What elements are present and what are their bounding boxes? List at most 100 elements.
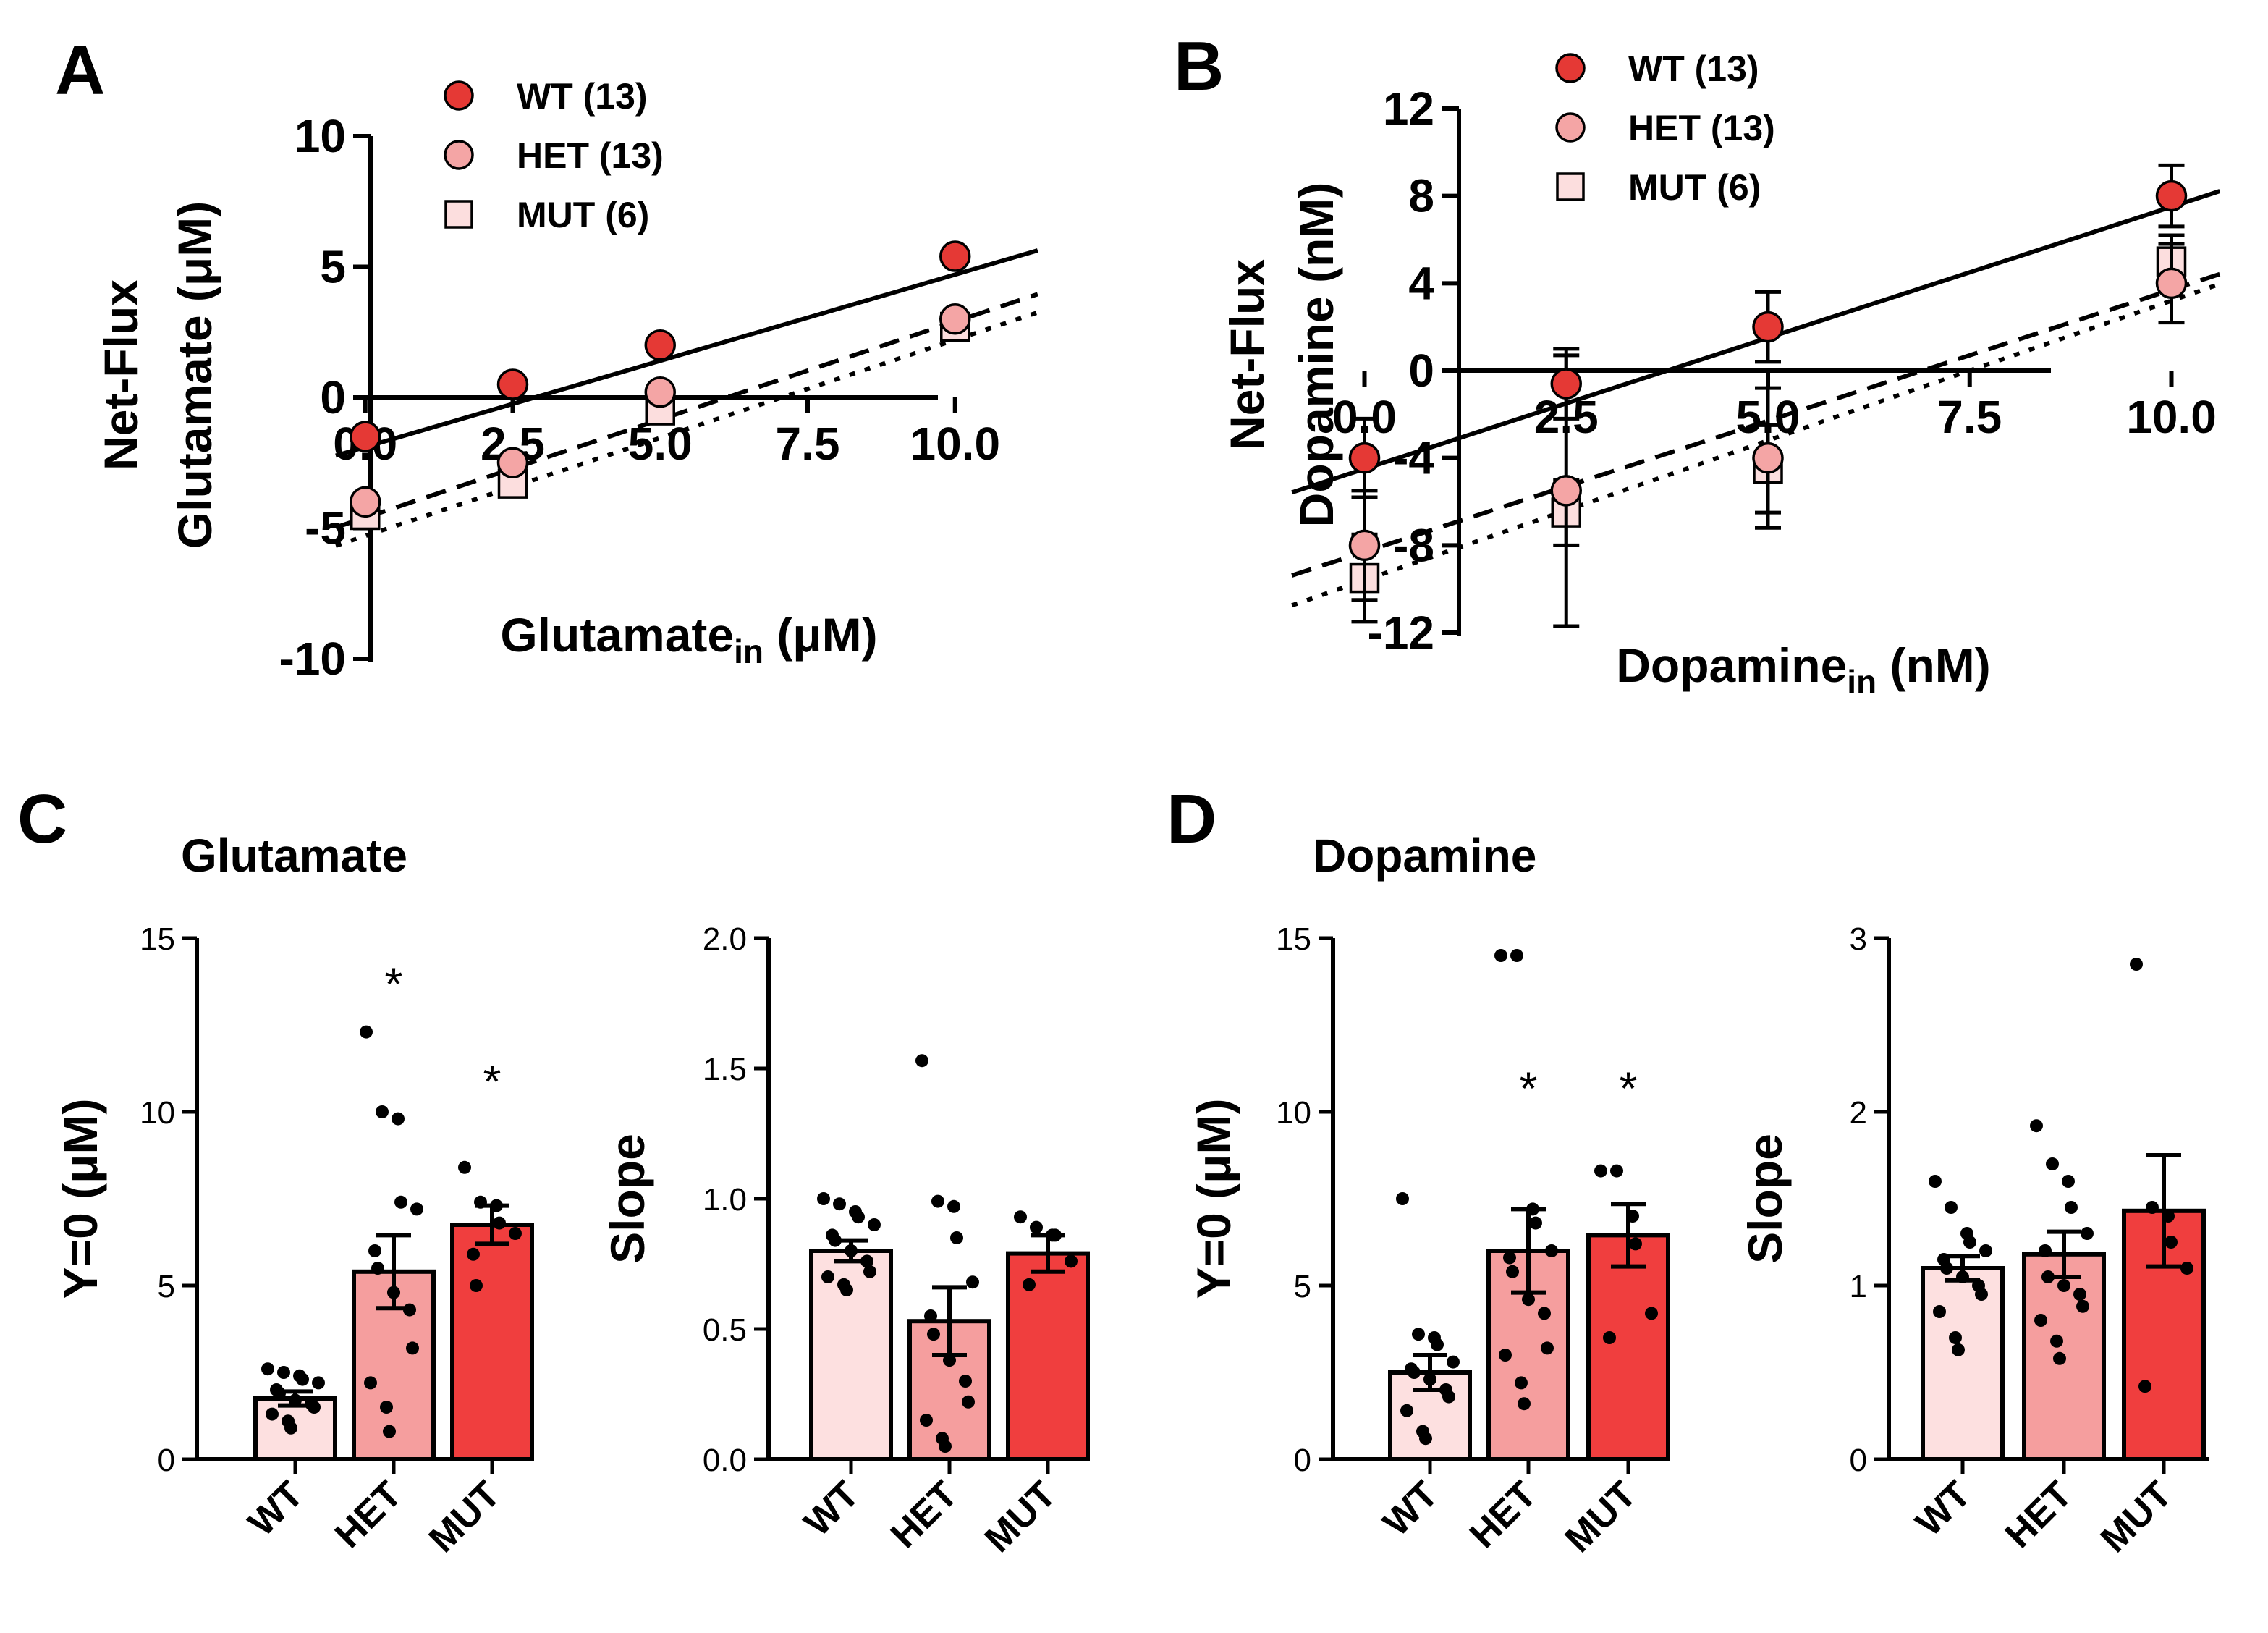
data-point — [1529, 1216, 1542, 1230]
panel-c-intercept: 0 5 10 15 Y=0 (μM) Glutamate WT HET * MUT * — [54, 830, 534, 1561]
data-point — [1603, 1331, 1616, 1344]
y-tick-label: 5 — [158, 1269, 175, 1304]
x-tick-label: WT — [1375, 1473, 1446, 1544]
data-point — [496, 368, 529, 400]
x-tick-label: HET — [1462, 1473, 1545, 1556]
data-point — [368, 1244, 381, 1257]
legend-label: MUT (6) — [1628, 167, 1761, 208]
data-point — [1594, 1164, 1607, 1178]
data-point — [1933, 1305, 1946, 1318]
y-tick-label: -12 — [1368, 607, 1435, 659]
significance-star: * — [1520, 1063, 1538, 1115]
x-tick-label: MUT — [421, 1473, 509, 1561]
data-point — [2046, 1157, 2059, 1170]
y-axis-title-line1: Net-Flux — [94, 279, 148, 471]
data-point — [2138, 1380, 2151, 1393]
data-point — [2165, 1236, 2178, 1249]
data-point — [1499, 1349, 1512, 1362]
data-point — [1538, 1307, 1551, 1320]
data-point — [939, 303, 971, 335]
data-point — [644, 329, 676, 361]
data-point — [868, 1218, 881, 1231]
data-point — [383, 1425, 396, 1438]
y-tick-label: 0 — [158, 1443, 175, 1478]
data-point — [1408, 1366, 1421, 1379]
data-point — [493, 1216, 506, 1230]
bar — [809, 1249, 893, 1461]
data-point — [2062, 1175, 2075, 1188]
data-point — [1419, 1432, 1432, 1446]
bar — [1921, 1266, 2005, 1461]
data-point — [1949, 1331, 1962, 1344]
x-tick-label: 7.5 — [776, 418, 840, 470]
y-tick-label: -10 — [279, 633, 347, 685]
data-point — [821, 1270, 834, 1283]
legend-label: WT (13) — [517, 76, 648, 117]
fit-line — [335, 292, 1038, 530]
chart-title: Glutamate — [181, 830, 407, 882]
data-point — [2073, 1288, 2086, 1301]
data-point — [496, 447, 529, 478]
data-point — [371, 1262, 384, 1275]
data-point — [1396, 1192, 1409, 1205]
data-point — [931, 1194, 944, 1208]
data-point — [406, 1341, 419, 1355]
y-tick-label: 0.0 — [703, 1443, 747, 1478]
data-point — [1629, 1237, 1642, 1251]
data-point — [1442, 1390, 1455, 1404]
data-point — [1945, 1201, 1958, 1214]
legend-label: WT (13) — [1628, 48, 1759, 89]
data-point — [1541, 1341, 1554, 1355]
data-point — [284, 1421, 297, 1435]
data-point — [1518, 1397, 1531, 1411]
data-point — [360, 1025, 373, 1039]
data-point — [1979, 1244, 1992, 1257]
x-tick-label: HET — [1997, 1473, 2081, 1556]
data-point — [1065, 1254, 1078, 1268]
data-point — [2081, 1227, 2094, 1240]
y-tick-label: 2 — [1850, 1095, 1867, 1131]
legend-marker — [444, 200, 473, 229]
y-tick-label: 0 — [1408, 345, 1434, 397]
data-point — [1431, 1338, 1444, 1351]
x-tick-label: WT — [240, 1473, 311, 1544]
data-point — [959, 1375, 972, 1388]
legend-label: HET (13) — [517, 135, 664, 176]
data-point — [915, 1054, 928, 1068]
y-axis-title: Y=0 (μM) — [54, 1099, 107, 1299]
data-point — [1645, 1307, 1658, 1320]
data-point — [1400, 1404, 1413, 1417]
y-tick-label: 12 — [1383, 83, 1434, 135]
data-point — [2076, 1299, 2089, 1313]
data-point — [2180, 1262, 2193, 1275]
data-point — [1752, 442, 1784, 474]
data-point — [1510, 949, 1523, 962]
y-tick-label: 10 — [140, 1095, 175, 1131]
data-point — [927, 1328, 940, 1341]
y-tick-label: 15 — [140, 921, 175, 957]
y-tick-label: 0 — [1294, 1443, 1311, 1478]
data-point — [410, 1202, 423, 1216]
data-point — [1550, 475, 1582, 507]
data-point — [1348, 529, 1381, 562]
y-tick-label: 0.5 — [703, 1312, 747, 1348]
x-tick-label: HET — [327, 1473, 410, 1556]
x-tick-label: WT — [1908, 1473, 1979, 1544]
y-tick-label: 5 — [1294, 1269, 1311, 1304]
significance-star: * — [1620, 1063, 1638, 1115]
y-tick-label: 0 — [320, 371, 346, 423]
y-tick-label: 3 — [1850, 921, 1867, 957]
data-point — [1412, 1328, 1425, 1341]
legend-label: HET (13) — [1628, 108, 1775, 148]
data-point — [1503, 1251, 1516, 1265]
data-point — [962, 1395, 975, 1409]
data-point — [2130, 958, 2143, 971]
data-point — [1030, 1220, 1043, 1234]
data-point — [947, 1199, 960, 1213]
data-point — [376, 1105, 389, 1118]
data-point — [1975, 1288, 1988, 1301]
data-point — [1545, 1244, 1558, 1257]
data-point — [840, 1283, 853, 1296]
x-tick-label: MUT — [1557, 1473, 1645, 1561]
